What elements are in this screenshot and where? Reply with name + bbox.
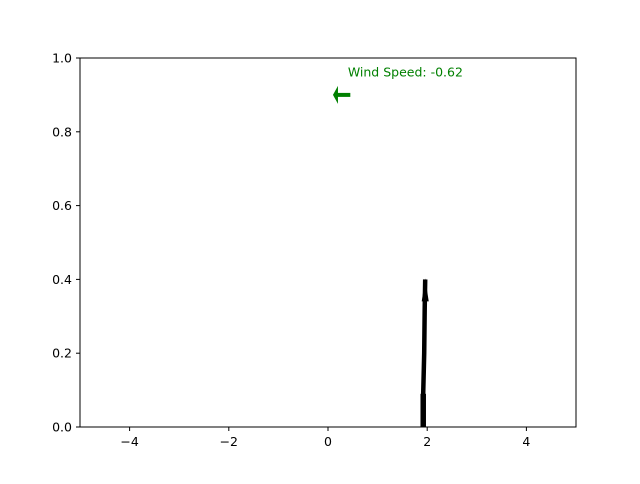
x-tick-label: 2: [423, 434, 431, 449]
x-tick-label: −2: [220, 434, 238, 449]
y-tick-label: 0.4: [52, 272, 72, 287]
pole-tip-arrow: [421, 278, 429, 302]
y-tick-label: 0.2: [52, 346, 72, 361]
x-tick-label: 4: [522, 434, 530, 449]
y-tick-label: 1.0: [52, 51, 72, 66]
plot-marks: [332, 85, 429, 427]
y-tick-label: 0.0: [52, 420, 72, 435]
wind-speed-label: Wind Speed: -0.62: [348, 64, 463, 79]
wind-arrow-head: [332, 85, 338, 104]
tick-layer: −4 −2 0 2 4 0.0 0.2 0.4 0.6 0.8 1.0: [52, 51, 530, 450]
x-tick-label: −4: [120, 434, 138, 449]
y-tick-label: 0.8: [52, 124, 72, 139]
y-tick-label: 0.6: [52, 198, 72, 213]
x-tick-label: 0: [324, 434, 332, 449]
